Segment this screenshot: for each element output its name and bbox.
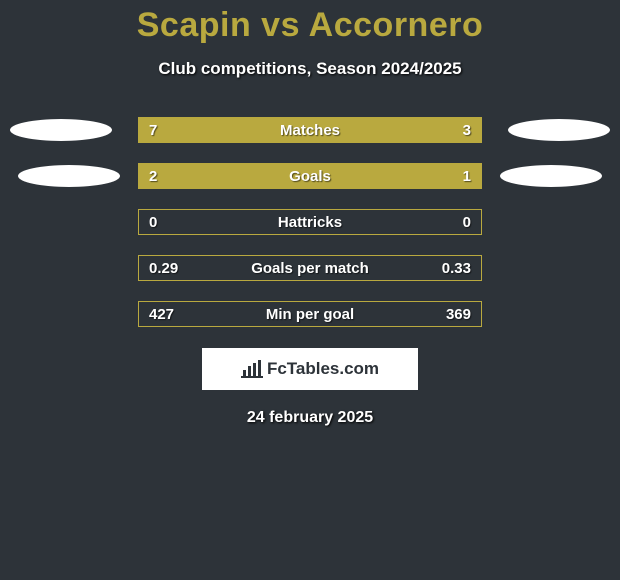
brand-inner: FcTables.com <box>241 359 379 379</box>
stat-row-goals: 2 Goals 1 <box>0 157 620 203</box>
bar-fill-left <box>139 118 367 142</box>
subtitle: Club competitions, Season 2024/2025 <box>0 59 620 79</box>
stat-right-value: 0 <box>463 210 471 235</box>
stat-row-min-per-goal: 427 Min per goal 369 <box>0 295 620 341</box>
stat-bar: 0 Hattricks 0 <box>138 209 482 235</box>
stat-row-hattricks: 0 Hattricks 0 <box>0 203 620 249</box>
page-title: Scapin vs Accornero <box>0 0 620 45</box>
footer-date: 24 february 2025 <box>0 409 620 427</box>
decor-ellipse-right <box>508 119 610 141</box>
stat-row-matches: 7 Matches 3 <box>0 111 620 157</box>
stat-bar: 7 Matches 3 <box>138 117 482 143</box>
stat-left-value: 7 <box>149 118 157 143</box>
stat-right-value: 1 <box>463 164 471 189</box>
stat-label: Min per goal <box>139 302 481 327</box>
comparison-infographic: Scapin vs Accornero Club competitions, S… <box>0 0 620 580</box>
stat-right-value: 3 <box>463 118 471 143</box>
stat-left-value: 0.29 <box>149 256 178 281</box>
stat-label: Goals per match <box>139 256 481 281</box>
stat-bar: 0.29 Goals per match 0.33 <box>138 255 482 281</box>
decor-ellipse-left <box>18 165 120 187</box>
stat-row-goals-per-match: 0.29 Goals per match 0.33 <box>0 249 620 295</box>
stat-bar: 2 Goals 1 <box>138 163 482 189</box>
stat-rows: 7 Matches 3 2 Goals 1 0 Hat <box>0 111 620 341</box>
stat-left-value: 427 <box>149 302 174 327</box>
brand-box: FcTables.com <box>201 347 419 391</box>
stat-label: Hattricks <box>139 210 481 235</box>
brand-text: FcTables.com <box>267 359 379 379</box>
bar-fill-left <box>139 164 481 188</box>
stat-right-value: 369 <box>446 302 471 327</box>
decor-ellipse-left <box>10 119 112 141</box>
stat-left-value: 0 <box>149 210 157 235</box>
stat-right-value: 0.33 <box>442 256 471 281</box>
bar-chart-icon <box>241 360 263 378</box>
stat-left-value: 2 <box>149 164 157 189</box>
decor-ellipse-right <box>500 165 602 187</box>
stat-bar: 427 Min per goal 369 <box>138 301 482 327</box>
